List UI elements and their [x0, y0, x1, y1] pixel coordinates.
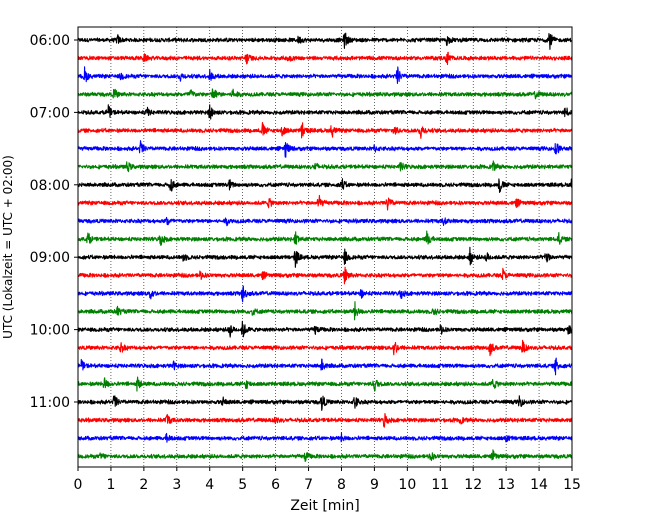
trace-line: [77, 339, 573, 357]
trace-line: [77, 376, 573, 392]
trace-line: [77, 160, 573, 173]
x-tick-label: 11: [431, 477, 449, 493]
trace-line: [77, 246, 573, 268]
y-axis-label: UTC (Lokalzeit = UTC + 02:00): [1, 155, 15, 339]
x-tick-label: 7: [304, 477, 313, 493]
x-tick-label: 14: [530, 477, 548, 493]
x-tick-label: 3: [172, 477, 181, 493]
y-tick-label: 08:00: [30, 178, 70, 194]
trace-line: [77, 230, 573, 246]
x-tick-label: 6: [271, 477, 280, 493]
trace-line: [77, 216, 573, 227]
trace-line: [77, 104, 573, 120]
vertical-grid: [110, 27, 540, 467]
trace-line: [77, 357, 573, 376]
x-tick-label: 1: [106, 477, 115, 493]
x-axis-label: Zeit [min]: [290, 498, 359, 514]
x-tick-label: 12: [464, 477, 482, 493]
trace-line: [77, 88, 573, 100]
y-axis-ticks: 06:00 07:00 08:00 09:00 10:00 11:00: [30, 33, 78, 411]
x-axis-ticks: 0 1 2 3 4 5 6 7 8 9 10 11 12 13 14 15: [74, 467, 581, 493]
x-tick-label: 15: [563, 477, 581, 493]
traces: [77, 32, 573, 463]
trace-line: [77, 320, 573, 338]
trace-line: [77, 412, 573, 428]
trace-line: [77, 266, 573, 285]
x-tick-label: 9: [370, 477, 379, 493]
y-tick-label: 11:00: [30, 395, 70, 411]
x-tick-label: 5: [238, 477, 247, 493]
plot-frame: [77, 26, 573, 468]
trace-line: [77, 121, 573, 139]
y-tick-label: 07:00: [30, 105, 70, 121]
trace-line: [77, 301, 573, 321]
x-tick-label: 13: [497, 477, 515, 493]
x-tick-label: 2: [139, 477, 148, 493]
trace-line: [77, 449, 573, 463]
trace-line: [77, 178, 573, 193]
trace-line: [77, 432, 573, 443]
x-tick-label: 10: [398, 477, 416, 493]
trace-line: [77, 194, 573, 211]
trace-line: [77, 51, 573, 66]
trace-line: [77, 285, 573, 303]
y-tick-label: 09:00: [30, 250, 70, 266]
y-tick-label: 06:00: [30, 33, 70, 49]
trace-line: [77, 66, 573, 85]
x-tick-label: 8: [337, 477, 346, 493]
trace-line: [77, 140, 573, 158]
x-tick-label: 0: [74, 477, 83, 493]
y-tick-label: 10:00: [30, 323, 70, 339]
x-tick-label: 4: [205, 477, 214, 493]
trace-line: [77, 32, 573, 50]
trace-line: [77, 395, 573, 411]
